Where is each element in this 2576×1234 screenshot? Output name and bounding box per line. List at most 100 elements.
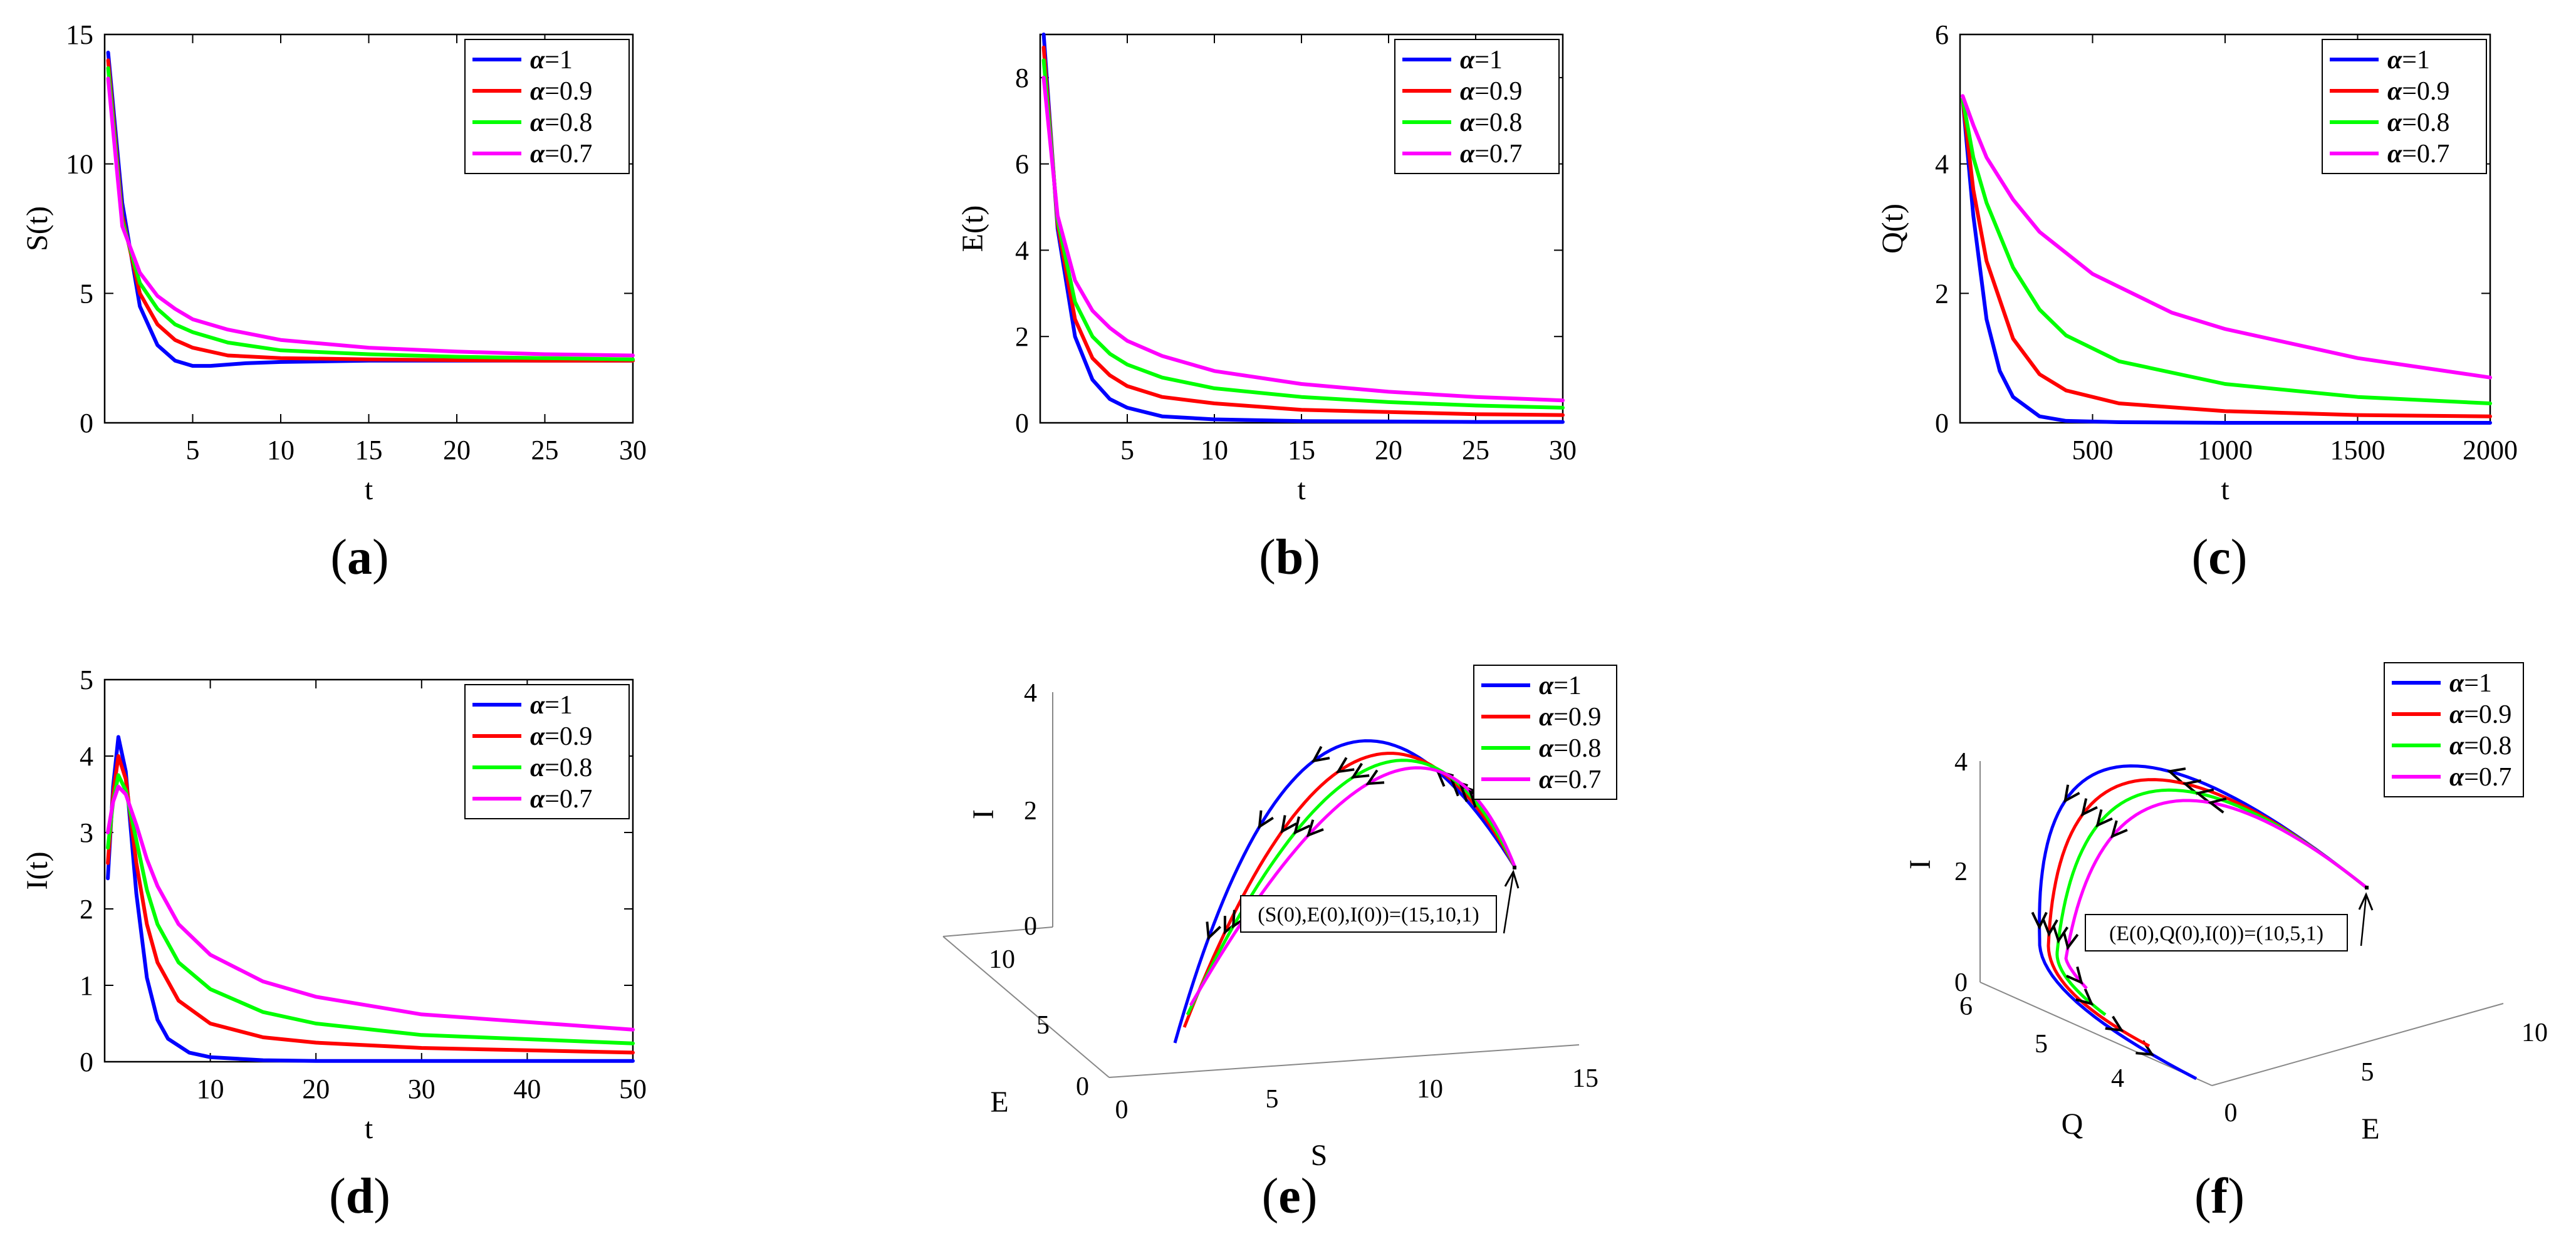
panel-f-ztick-label-1: 2 bbox=[1954, 858, 1968, 886]
panel-c-legend-label-0: α=1 bbox=[2387, 46, 2430, 75]
panel-c-series-line-0 bbox=[1961, 97, 2492, 425]
panel-e-legend-alpha-1: α bbox=[1539, 703, 1554, 732]
panel-e-ytick-label-2: 10 bbox=[989, 945, 1015, 974]
panel-a-legend-alpha-3: α bbox=[530, 140, 545, 169]
panel-f-trajectory-2-arrow-1 bbox=[2095, 809, 2113, 828]
panel-f-trajectory-1-arrow-0 bbox=[2182, 779, 2202, 796]
panel-b-legend-label-2: α=0.8 bbox=[1460, 108, 1522, 137]
panel-d-ylabel: I(t) bbox=[21, 851, 54, 889]
panel-c-legend-label-3: α=0.7 bbox=[2387, 140, 2449, 169]
panel-d-xlabel: t bbox=[365, 1112, 373, 1145]
panel-b-series-line-3 bbox=[1041, 75, 1565, 403]
panel-f-zlabel: I bbox=[1904, 859, 1937, 869]
caption-d-letter: d bbox=[345, 1169, 374, 1224]
panel-a-legend-value-3: =0.7 bbox=[545, 140, 592, 169]
panel-f-ytick-label-2: 6 bbox=[1959, 992, 1973, 1021]
panel-d-ytick-label-1: 1 bbox=[80, 970, 93, 1001]
panel-a-legend-label-1: α=0.9 bbox=[530, 77, 592, 106]
panel-f-legend-value-0: =1 bbox=[2464, 669, 2492, 698]
panel-b-legend-value-1: =0.9 bbox=[1474, 77, 1522, 106]
panel-f-ytick-label-1: 5 bbox=[2035, 1030, 2048, 1059]
panel-f-annotation-box bbox=[2085, 914, 2348, 951]
panel-f-ztick-label-0: 0 bbox=[1954, 968, 1968, 997]
panel-f-trajectory-1-arrow-3 bbox=[2105, 1015, 2124, 1032]
panel-b-ylabel: E(t) bbox=[956, 205, 989, 252]
panel-f-trajectory-2-arrow-3 bbox=[2075, 988, 2094, 1006]
panel-a-legend-value-2: =0.8 bbox=[545, 108, 592, 137]
panel-a-legend-label-2: α=0.8 bbox=[530, 108, 592, 137]
panel-e-xtick-label-1: 5 bbox=[1266, 1085, 1279, 1114]
panel-d-legend-label-3: α=0.7 bbox=[530, 785, 592, 814]
panel-e-annotation-text: (S(0),E(0),I(0))=(15,10,1) bbox=[1258, 903, 1479, 926]
panel-f-legend-label-3: α=0.7 bbox=[2449, 763, 2511, 792]
panel-b-legend-alpha-2: α bbox=[1460, 108, 1475, 137]
panel-f-trajectory-3-arrow-3 bbox=[2066, 966, 2083, 985]
panel-a-legend-alpha-2: α bbox=[530, 108, 545, 137]
panel-b-series-line-0 bbox=[1041, 33, 1565, 424]
panel-d-series-line-3 bbox=[106, 784, 635, 1032]
panel-f-trajectory-0-arrow-2 bbox=[2031, 911, 2048, 930]
panel-f-xtick-label-2: 10 bbox=[2521, 1019, 2548, 1047]
panel-f-legend-alpha-0: α bbox=[2449, 669, 2464, 698]
panel-f-trajectory-1-arrow-2 bbox=[2042, 918, 2058, 937]
panel-e-x-axis bbox=[1108, 1044, 1580, 1078]
panel-c-ytick-label-2: 4 bbox=[1935, 149, 1949, 180]
panel-f-trajectory-3-arrow-1 bbox=[2110, 820, 2128, 839]
panel-e-annotation-box bbox=[1240, 895, 1497, 933]
panel-a-legend-label-3: α=0.7 bbox=[530, 140, 592, 169]
panel-a-xtick-label-3: 20 bbox=[443, 435, 471, 465]
panel-e-xlabel: S bbox=[1311, 1139, 1328, 1172]
panel-b-ytick-label-3: 6 bbox=[1015, 149, 1029, 180]
panel-d-legend-alpha-1: α bbox=[530, 722, 545, 751]
panel-c-legend-label-1: α=0.9 bbox=[2387, 77, 2449, 106]
panel-c-legend-value-2: =0.8 bbox=[2402, 108, 2449, 137]
panel-e-legend-value-0: =1 bbox=[1553, 671, 1582, 700]
panel-a-series-line-2 bbox=[106, 66, 635, 361]
panel-f-trajectory-0-arrow-1 bbox=[2063, 784, 2080, 804]
panel-e-ztick-label-2: 4 bbox=[1024, 679, 1037, 708]
panel-b-ytick-label-0: 0 bbox=[1015, 408, 1029, 438]
panel-d-legend-alpha-3: α bbox=[530, 785, 545, 814]
panel-d-legend-value-0: =1 bbox=[545, 691, 573, 720]
panel-a-legend-value-0: =1 bbox=[545, 46, 573, 75]
panel-f-trajectory-0-arrow-0 bbox=[2166, 767, 2186, 784]
panel-e-ztick-label-1: 2 bbox=[1024, 797, 1037, 826]
panel-f-annotation-text: (E(0),Q(0),I(0))=(10,5,1) bbox=[2109, 922, 2323, 945]
panel-c-legend-box bbox=[2322, 39, 2487, 174]
panel-b-legend-value-3: =0.7 bbox=[1474, 140, 1522, 169]
panel-f-start-marker bbox=[2365, 886, 2369, 889]
caption-b-letter: b bbox=[1275, 530, 1304, 585]
panel-a-ytick-label-3: 15 bbox=[66, 19, 93, 50]
caption-d: (d) bbox=[329, 1169, 390, 1224]
panel-a-xtick-label-4: 25 bbox=[531, 435, 559, 465]
panel-c-series-line-1 bbox=[1961, 97, 2492, 418]
panel-f-legend-box bbox=[2384, 662, 2524, 797]
panel-e-legend-value-3: =0.7 bbox=[1553, 765, 1601, 794]
panel-f-legend-alpha-2: α bbox=[2449, 732, 2464, 760]
panel-e-legend-alpha-3: α bbox=[1539, 765, 1554, 794]
panel-c-legend-alpha-3: α bbox=[2387, 140, 2402, 169]
panel-e-xtick-label-3: 15 bbox=[1572, 1064, 1598, 1093]
panel-d-series-line-1 bbox=[106, 754, 635, 1055]
panel-b-legend-label-1: α=0.9 bbox=[1460, 77, 1522, 106]
panel-c-legend-alpha-1: α bbox=[2387, 77, 2402, 106]
panel-f-ztick-label-2: 4 bbox=[1954, 748, 1968, 777]
panel-d-ytick-label-2: 2 bbox=[80, 894, 93, 925]
panel-e-legend-value-2: =0.8 bbox=[1553, 734, 1601, 763]
panel-f-trajectory-3-arrow-0 bbox=[2208, 797, 2227, 814]
caption-e-letter: e bbox=[1278, 1169, 1301, 1224]
panel-e-xtick-label-2: 10 bbox=[1417, 1075, 1443, 1104]
panel-c-legend-alpha-2: α bbox=[2387, 108, 2402, 137]
panel-f: 0510456024EQI(E(0),Q(0),I(0))=(10,5,1)α=… bbox=[1904, 662, 2548, 1146]
panel-d-xtick-label-1: 20 bbox=[302, 1074, 330, 1104]
panel-c-xtick-label-0: 500 bbox=[2072, 435, 2114, 465]
panel-d-legend-label-2: α=0.8 bbox=[530, 754, 592, 782]
panel-d-ytick-label-0: 0 bbox=[80, 1047, 93, 1077]
panel-e: 0 5 10 15 0 5 10 0 2 4 S E I (S(0),E(0),I(0))=(15,10,… bbox=[942, 665, 1617, 1172]
panel-e-legend-alpha-0: α bbox=[1539, 671, 1554, 700]
panel-a-ylabel: S(t) bbox=[21, 206, 54, 251]
panel-b-series-line-2 bbox=[1041, 58, 1565, 410]
panel-b-legend-box bbox=[1394, 39, 1560, 174]
